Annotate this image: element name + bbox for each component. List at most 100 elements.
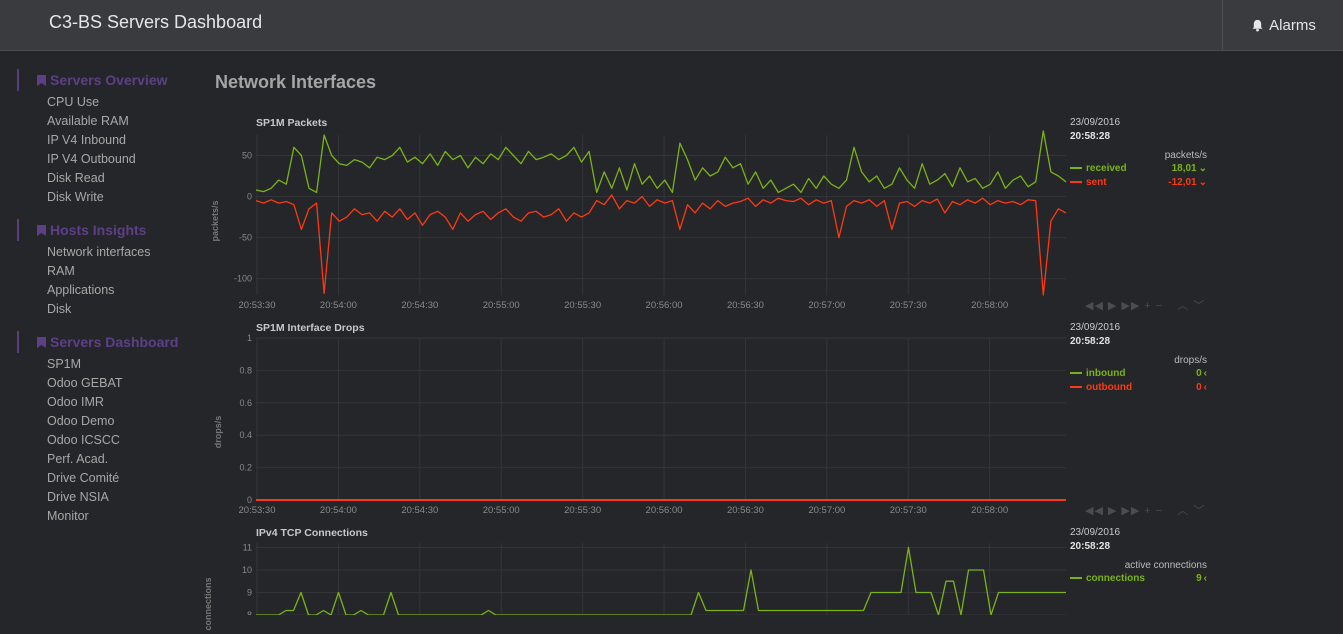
chart-legend: 23/09/2016 20:58:28 drops/s inbound 0 ‹ outbou…	[1070, 322, 1207, 394]
sidebar-item-drive-nsia[interactable]: Drive NSIA	[47, 490, 109, 504]
page-title: Network Interfaces	[215, 72, 377, 92]
x-tick-label: 20:57:30	[890, 300, 927, 311]
legend-row-received[interactable]: received 18,01 ⌄	[1070, 161, 1207, 175]
sidebar-item-network-interfaces[interactable]: Network interfaces	[47, 245, 151, 259]
x-tick-label: 20:54:30	[401, 505, 438, 516]
chart-packets: 50 0 -50 -100 20:53:30 20:54:00 20:54:30 20:55:…	[200, 117, 1343, 322]
sidebar-item-applications[interactable]: Applications	[47, 283, 115, 297]
y-axis-label: packets/s	[210, 200, 220, 242]
legend-series-value: -12,01	[1168, 176, 1197, 188]
x-tick-label: 20:57:00	[808, 505, 845, 516]
legend-swatch	[1070, 167, 1082, 169]
legend-unit: packets/s	[1164, 150, 1207, 161]
sidebar-item-odoo-demo[interactable]: Odoo Demo	[47, 414, 115, 428]
sidebar-item-disk-write[interactable]: Disk Write	[47, 190, 104, 204]
legend-row-connections[interactable]: connections 9 ‹	[1070, 571, 1207, 585]
rewind-icon[interactable]: ◀◀	[1085, 505, 1104, 517]
legend-toggle-icon[interactable]: ‹	[1203, 572, 1207, 584]
sidebar-item-odoo-icscc[interactable]: Odoo ICSCC	[47, 433, 120, 447]
y-tick-label: -50	[239, 233, 252, 243]
sidebar-item-cpu-use[interactable]: CPU Use	[47, 95, 100, 109]
chart-navigation-controls: ◀◀ ▶ ▶▶ + − ︿ ﹀	[1085, 297, 1209, 313]
legend-toggle-icon[interactable]: ⌄	[1198, 162, 1207, 174]
chart-interface-drops: 1 0.8 0.6 0.4 0.2 0 20:53:30 20:54:00 20:54:30 20…	[200, 322, 1343, 527]
legend-date: 23/09/2016	[1070, 322, 1121, 333]
sidebar-section-hosts-insights: Hosts Insights Network interfaces RAM Ap…	[17, 219, 151, 319]
zoom-out-icon[interactable]: −	[1155, 300, 1164, 312]
y-tick-label: -100	[234, 274, 252, 284]
chart-legend: 23/09/2016 20:58:28 active connections conn…	[1070, 527, 1207, 585]
legend-series-value: 0	[1196, 367, 1202, 379]
legend-row-inbound[interactable]: inbound 0 ‹	[1070, 366, 1207, 380]
bell-icon	[1252, 19, 1263, 32]
sidebar-item-disk-read[interactable]: Disk Read	[47, 171, 105, 185]
sidebar-item-ipv4-outbound[interactable]: IP V4 Outbound	[47, 152, 136, 166]
play-icon[interactable]: ▶	[1107, 505, 1118, 517]
bookmark-icon	[37, 336, 46, 348]
legend-row-sent[interactable]: sent -12,01 ⌄	[1070, 175, 1207, 189]
section-title: Hosts Insights	[50, 222, 147, 238]
x-tick-label: 20:53:30	[239, 300, 276, 311]
chart-title: IPv4 TCP Connections	[256, 527, 368, 539]
rewind-icon[interactable]: ◀◀	[1085, 300, 1104, 312]
x-tick-label: 20:54:30	[401, 300, 438, 311]
fast-forward-icon[interactable]: ▶▶	[1121, 505, 1141, 517]
x-tick-label: 20:55:00	[483, 505, 520, 516]
y-tick-label: 50	[242, 151, 252, 161]
play-icon[interactable]: ▶	[1107, 300, 1118, 312]
y-tick-label: 9	[247, 588, 252, 598]
x-tick-label: 20:56:00	[646, 505, 683, 516]
x-tick-label: 20:57:00	[808, 300, 845, 311]
fast-forward-icon[interactable]: ▶▶	[1121, 300, 1141, 312]
sidebar-section-header[interactable]: Servers Overview	[17, 69, 168, 91]
legend-unit: active connections	[1124, 560, 1207, 571]
chevron-down-icon[interactable]: ﹀	[1193, 300, 1206, 312]
series-line-connections	[256, 546, 1066, 615]
y-tick-label: 0	[247, 192, 252, 202]
chevron-down-icon[interactable]: ﹀	[1193, 505, 1206, 517]
chart-navigation-controls: ◀◀ ▶ ▶▶ + − ︿ ﹀	[1085, 502, 1209, 518]
legend-toggle-icon[interactable]: ⌄	[1198, 176, 1207, 188]
legend-swatch	[1070, 577, 1082, 579]
chevron-up-icon[interactable]: ︿	[1177, 300, 1190, 312]
sidebar-section-header[interactable]: Servers Dashboard	[17, 331, 178, 353]
sidebar-item-monitor[interactable]: Monitor	[47, 509, 89, 523]
chart-legend: 23/09/2016 20:58:28 packets/s received 18,01…	[1070, 117, 1207, 189]
y-tick-label: 0.4	[239, 430, 252, 440]
legend-series-name: connections	[1086, 572, 1145, 584]
zoom-in-icon[interactable]: +	[1144, 505, 1152, 517]
x-tick-label: 20:53:30	[239, 505, 276, 516]
sidebar-item-drive-comite[interactable]: Drive Comité	[47, 471, 120, 485]
sidebar-item-odoo-imr[interactable]: Odoo IMR	[47, 395, 104, 409]
chart-tcp-connections: 11 10 9 8 IPv4 TCP Connections connections 23/…	[200, 527, 1343, 631]
legend-time: 20:58:28	[1070, 541, 1111, 552]
sidebar-item-odoo-gebat[interactable]: Odoo GEBAT	[47, 376, 123, 390]
chevron-up-icon[interactable]: ︿	[1177, 505, 1190, 517]
alarms-button[interactable]: Alarms	[1222, 0, 1343, 50]
top-bar: C3-BS Servers Dashboard Alarms	[0, 0, 1343, 51]
chart-title: SP1M Packets	[256, 117, 328, 129]
sidebar-item-available-ram[interactable]: Available RAM	[47, 114, 129, 128]
chart-svg: 50 0 -50 -100 20:53:30 20:54:00 20:54:30 20:55:…	[234, 130, 1067, 311]
sidebar-section-header[interactable]: Hosts Insights	[17, 219, 151, 241]
zoom-out-icon[interactable]: −	[1155, 505, 1164, 517]
legend-row-outbound[interactable]: outbound 0 ‹	[1070, 380, 1207, 394]
app-title: C3-BS Servers Dashboard	[49, 12, 263, 32]
legend-toggle-icon[interactable]: ‹	[1203, 381, 1207, 393]
y-tick-label: 0.6	[239, 398, 252, 408]
x-tick-label: 20:55:30	[564, 505, 601, 516]
sidebar-item-sp1m[interactable]: SP1M	[47, 357, 82, 371]
y-tick-label: 11	[243, 543, 252, 553]
y-axis-label: connections	[203, 577, 213, 631]
chart-title: SP1M Interface Drops	[256, 322, 365, 334]
sidebar-item-ipv4-inbound[interactable]: IP V4 Inbound	[47, 133, 127, 147]
y-tick-label: 0.2	[239, 463, 252, 473]
legend-series-value: 9	[1196, 572, 1202, 584]
legend-toggle-icon[interactable]: ‹	[1203, 367, 1207, 379]
sidebar-item-perf-acad[interactable]: Perf. Acad.	[47, 452, 109, 466]
zoom-in-icon[interactable]: +	[1144, 300, 1152, 312]
y-tick-label: 10	[242, 565, 252, 575]
sidebar-item-ram[interactable]: RAM	[47, 264, 75, 278]
sidebar-item-disk[interactable]: Disk	[47, 302, 72, 316]
bookmark-icon	[37, 224, 46, 236]
